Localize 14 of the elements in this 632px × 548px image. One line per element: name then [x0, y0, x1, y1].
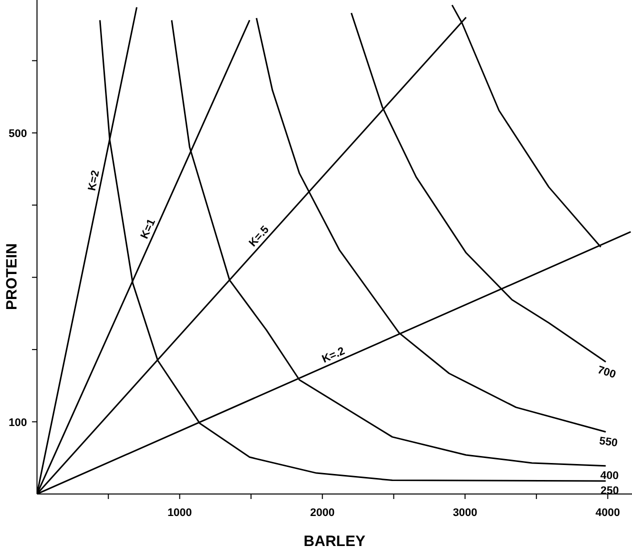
y-tick-label: 500	[8, 128, 27, 140]
x-axis-title: BARLEY	[304, 533, 366, 548]
x-tick-label: 4000	[596, 507, 620, 519]
x-tick-label: 2000	[310, 507, 335, 519]
text: 550	[598, 435, 618, 450]
text: K=2	[86, 169, 102, 192]
text: 700	[596, 364, 618, 382]
text: K=.2	[320, 345, 347, 366]
x-tick-label: 3000	[452, 507, 478, 519]
series-label: 400	[600, 470, 619, 482]
y-tick-label: 100	[8, 416, 27, 429]
text: K=1	[138, 217, 158, 241]
x-tick-label: 1000	[167, 507, 192, 519]
y-axis-title: PROTEIN	[4, 243, 20, 310]
